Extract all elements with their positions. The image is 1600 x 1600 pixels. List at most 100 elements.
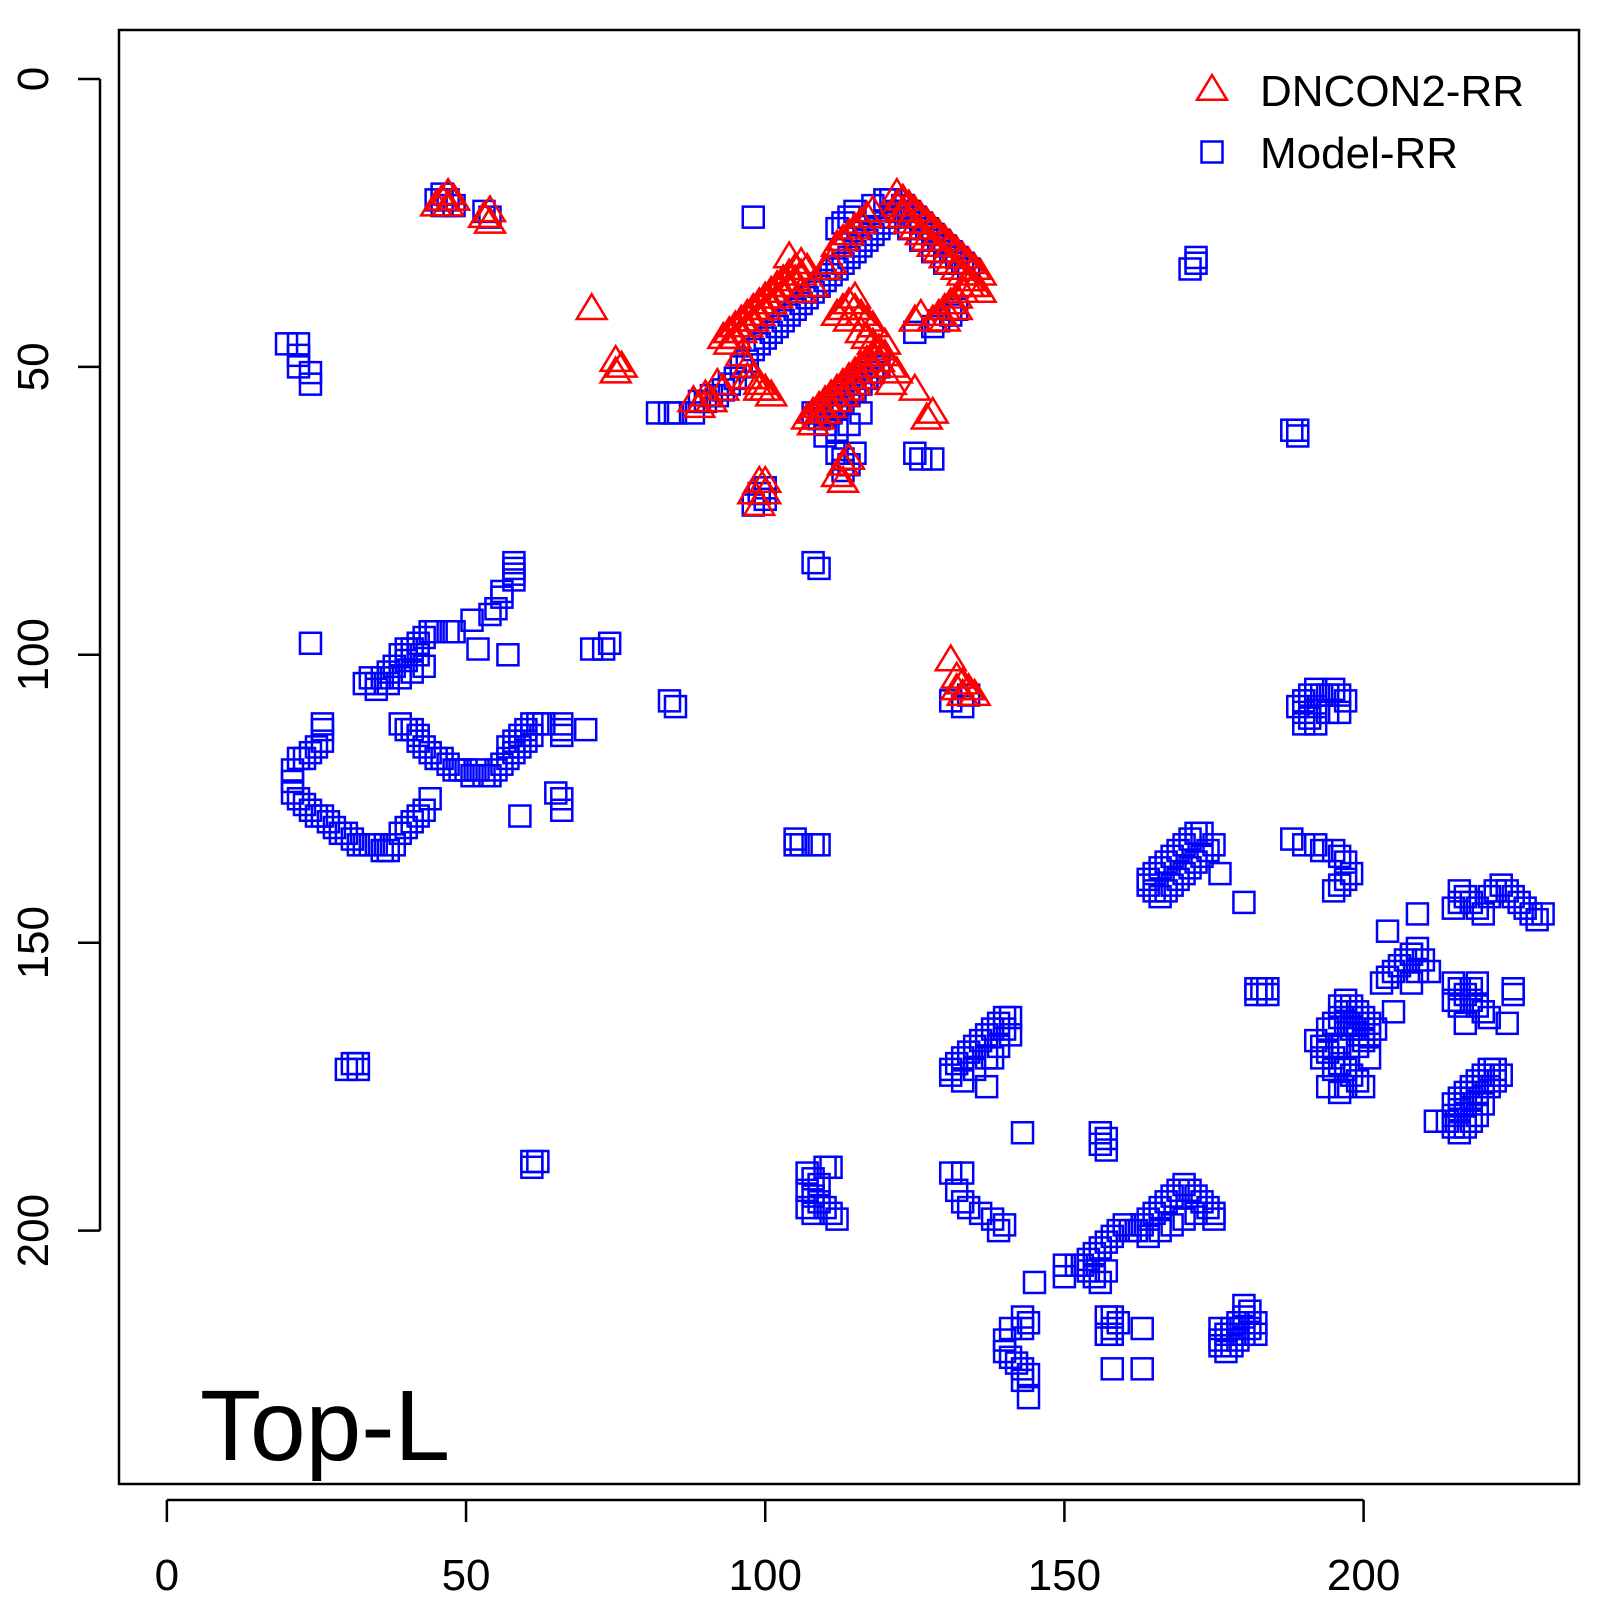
model-rr-point (986, 1218, 1011, 1243)
model-rr-point (950, 1069, 975, 1093)
model-rr-point (520, 1155, 544, 1180)
y-tick-label: 0 (9, 67, 58, 91)
model-rr-point (376, 838, 401, 863)
model-rr-point (980, 1046, 1005, 1070)
model-rr-point (1184, 251, 1208, 275)
dncon2-rr-point (951, 268, 986, 298)
model-rr-point (1399, 971, 1424, 995)
model-rr-point (1010, 1120, 1035, 1145)
y-tick-label: 200 (9, 1194, 58, 1267)
dncon2-rr-point (897, 211, 932, 240)
model-rr-point (1208, 861, 1232, 886)
model-rr-point (1112, 1213, 1136, 1237)
model-rr-point (1351, 1028, 1376, 1053)
model-rr-point (376, 671, 401, 696)
dncon2-rr-point (604, 349, 639, 378)
x-axis: 0 50 100 150 200 (155, 1498, 1400, 1600)
model-rr-point (1232, 1293, 1256, 1318)
dncon2-rr-point (831, 286, 867, 315)
dncon2-rr-point (897, 372, 932, 401)
model-rr-point (466, 637, 490, 661)
model-rr-point (1495, 1011, 1519, 1036)
model-rr-point (819, 1201, 843, 1226)
dncon2-rr-point (783, 245, 819, 275)
legend-square-icon (1200, 140, 1224, 164)
dncon2-rr-point (909, 401, 944, 430)
model-rr-point (1292, 833, 1316, 857)
legend-label: DNCON2-RR (1260, 67, 1524, 116)
model-rr-point (1016, 1385, 1041, 1410)
model-rr-point (1136, 1224, 1160, 1249)
model-rr-point (520, 1149, 544, 1174)
dncon2-rr-point (466, 199, 502, 229)
model-rr-point (1052, 1264, 1077, 1289)
model-rr-point (508, 804, 532, 828)
dncon2-rr-point (694, 384, 729, 413)
dncon2-rr-point (807, 251, 843, 280)
dncon2-rr-point (885, 182, 921, 211)
model-rr-point (478, 602, 502, 627)
model-rr-point (1100, 1322, 1125, 1347)
model-rr-point (340, 827, 365, 851)
dncon2-rr-point (676, 384, 711, 413)
model-rr-point (1190, 821, 1214, 846)
model-rr-point (1220, 1322, 1244, 1347)
model-rr-point (1208, 1316, 1232, 1341)
model-rr-point (1238, 1316, 1262, 1341)
model-rr-point (346, 1051, 371, 1076)
model-rr-point (472, 763, 496, 788)
dncon2-rr-point (897, 303, 932, 332)
series-model-rr (274, 182, 1555, 1410)
model-rr-point (298, 740, 323, 765)
model-rr-point (1381, 1000, 1406, 1024)
dncon2-rr-point (825, 464, 861, 494)
model-rr-point (364, 833, 389, 857)
model-rr-point (394, 637, 418, 661)
dncon2-rr-point (909, 222, 944, 252)
y-axis: 0 50 100 150 200 (9, 67, 102, 1267)
model-rr-point (657, 401, 682, 425)
model-rr-point (346, 1057, 371, 1082)
model-rr-point (1226, 1316, 1250, 1341)
model-rr-point (1501, 982, 1525, 1007)
model-rr-point (974, 1074, 999, 1099)
model-rr-point (801, 1201, 825, 1226)
model-rr-point (1022, 1270, 1047, 1295)
model-rr-point (364, 677, 389, 702)
model-rr-point (1094, 1138, 1119, 1162)
model-rr-point (298, 631, 323, 656)
dncon2-rr-point (831, 441, 867, 471)
model-rr-point (801, 550, 825, 575)
model-rr-point (1016, 1362, 1041, 1387)
model-rr-point (968, 1201, 993, 1226)
model-rr-point (1280, 827, 1304, 851)
dncon2-rr-point (945, 274, 980, 304)
model-rr-point (1483, 879, 1507, 903)
model-rr-point (490, 585, 514, 609)
model-rr-point (1375, 919, 1400, 943)
model-rr-point (1286, 424, 1310, 448)
dncon2-rr-point (795, 268, 831, 298)
model-rr-point (819, 1155, 843, 1180)
dncon2-rr-point (837, 280, 873, 309)
model-rr-point (1160, 1213, 1184, 1237)
model-rr-point (1232, 890, 1256, 915)
dncon2-rr-point (598, 355, 633, 384)
dncon2-rr-point (598, 343, 633, 373)
model-rr-point (1459, 1109, 1484, 1133)
model-rr-point (921, 447, 945, 471)
model-rr-point (526, 1149, 550, 1174)
dncon2-rr-point (915, 395, 950, 424)
model-rr-point (1477, 1005, 1501, 1030)
y-tick-label: 150 (9, 906, 58, 979)
model-rr-point (1333, 689, 1358, 713)
model-rr-point (1471, 1092, 1496, 1116)
model-rr-point (1244, 1322, 1268, 1347)
model-rr-point (657, 689, 682, 713)
model-rr-point (1441, 1115, 1466, 1139)
model-rr-point (1519, 902, 1543, 926)
model-rr-point (1256, 977, 1280, 1001)
model-rr-point (406, 804, 430, 828)
x-tick-label: 0 (155, 1551, 179, 1600)
dncon2-rr-point (921, 234, 956, 263)
